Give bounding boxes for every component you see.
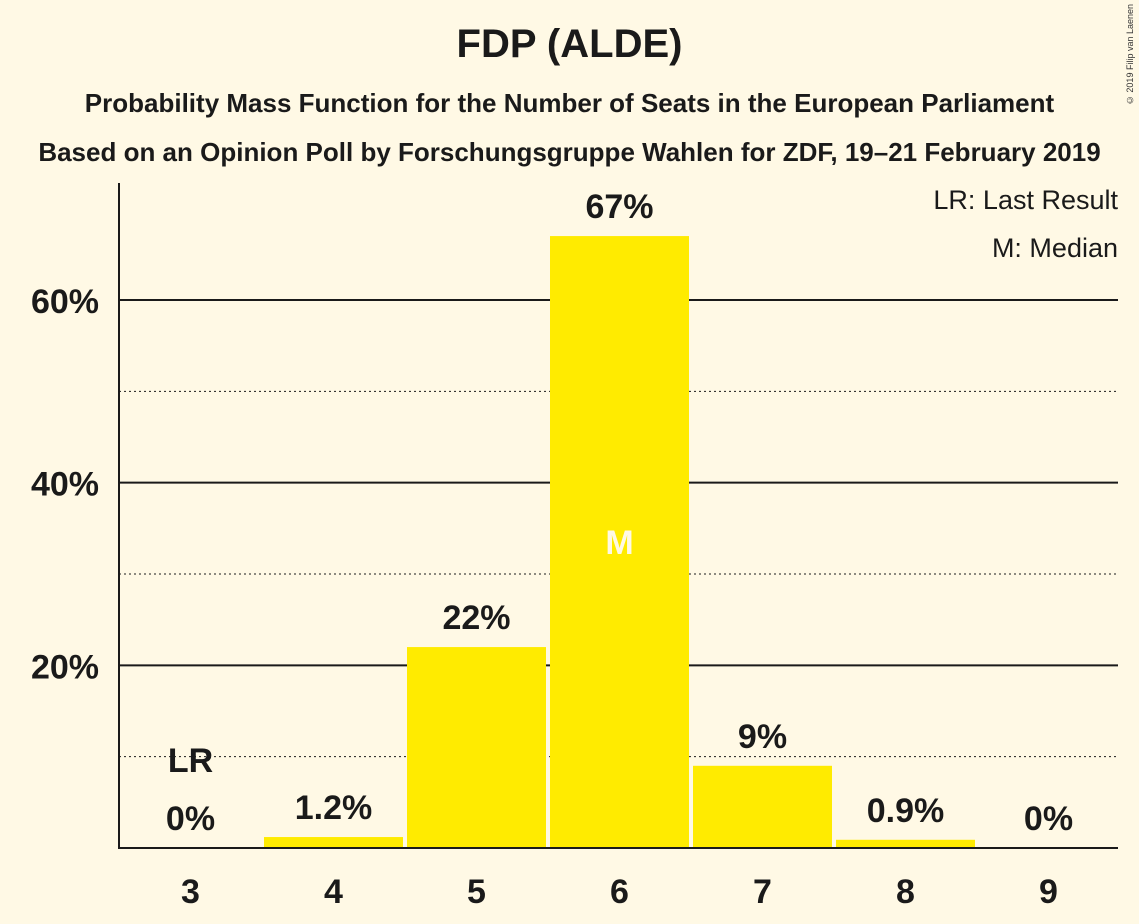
y-tick-label: 20% bbox=[31, 648, 99, 686]
x-tick-label: 5 bbox=[467, 873, 486, 911]
data-label: 9% bbox=[738, 718, 787, 756]
chart-title: FDP (ALDE) bbox=[456, 22, 683, 66]
data-label: 0.9% bbox=[867, 792, 945, 830]
last-result-marker: LR bbox=[168, 742, 213, 780]
x-tick-label: 8 bbox=[896, 873, 915, 911]
chart-source: Based on an Opinion Poll by Forschungsgr… bbox=[38, 137, 1101, 167]
median-marker: M bbox=[605, 524, 633, 562]
bar bbox=[836, 839, 975, 848]
x-tick-label: 3 bbox=[181, 873, 200, 911]
x-tick-label: 9 bbox=[1039, 873, 1058, 911]
x-tick-label: 7 bbox=[753, 873, 772, 911]
data-labels: 0% 1.2% 22% 67% 9% 0.9% 0% LR M bbox=[166, 188, 1073, 838]
data-label: 22% bbox=[442, 599, 510, 637]
data-label: 0% bbox=[166, 800, 215, 838]
data-label: 67% bbox=[585, 188, 653, 226]
bar bbox=[693, 765, 832, 848]
legend-last-result: LR: Last Result bbox=[933, 185, 1118, 215]
data-label: 0% bbox=[1024, 800, 1073, 838]
data-label: 1.2% bbox=[295, 789, 373, 827]
bar bbox=[550, 236, 689, 849]
bar bbox=[264, 837, 403, 848]
x-tick-label: 6 bbox=[610, 873, 629, 911]
chart-subtitle: Probability Mass Function for the Number… bbox=[84, 88, 1055, 118]
y-tick-label: 40% bbox=[31, 466, 99, 504]
x-tick-label: 4 bbox=[324, 873, 343, 911]
axes: 20% 40% 60% 3 4 5 6 7 8 9 bbox=[31, 183, 1118, 911]
bars bbox=[264, 236, 975, 849]
bar bbox=[407, 647, 546, 848]
legend-median: M: Median bbox=[992, 233, 1118, 263]
y-tick-label: 60% bbox=[31, 283, 99, 321]
